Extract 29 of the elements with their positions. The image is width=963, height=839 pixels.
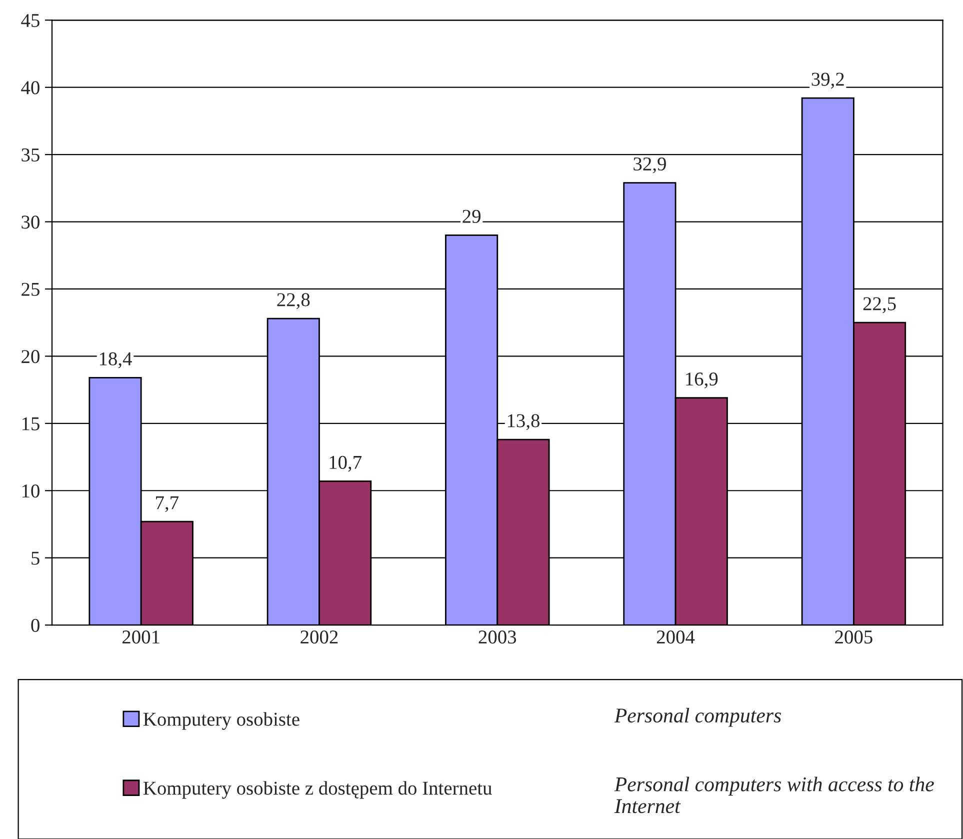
x-tick-label: 2001 — [122, 630, 160, 644]
x-tick-label: 2003 — [478, 630, 516, 644]
data-label: 18,4 — [100, 352, 132, 368]
y-tick-label: 25 — [22, 282, 40, 296]
data-label: 10,7 — [330, 456, 362, 472]
data-label: 32,9 — [634, 157, 666, 174]
y-tick-label: 15 — [22, 417, 40, 430]
text: Personal computers with access to the Internet — [614, 776, 934, 814]
data-label: 13,8 — [508, 414, 540, 430]
data-label: 29 — [462, 210, 480, 223]
x-tick-label: 2005 — [835, 630, 872, 644]
data-label: 39,2 — [812, 72, 844, 89]
y-tick-label: 35 — [22, 148, 40, 162]
y-tick-label: 20 — [22, 350, 40, 364]
y-tick-label: 45 — [21, 14, 40, 28]
x-tick-label: 2004 — [656, 630, 695, 644]
data-label: 7,7 — [156, 496, 179, 512]
y-tick-label: 5 — [32, 552, 40, 565]
legend-label: Komputery osobiste z dostępem do Internetu — [143, 781, 492, 799]
legend-label: Komputery osobiste — [143, 712, 300, 730]
data-label: 16,9 — [686, 372, 718, 388]
y-tick-label: 10 — [22, 484, 40, 498]
text: Personal computers — [614, 708, 781, 727]
y-tick-label: 30 — [22, 216, 40, 229]
y-tick-label: 0 — [31, 618, 40, 632]
data-label: 22,5 — [863, 297, 896, 314]
x-tick-label: 2002 — [300, 630, 338, 644]
y-tick-label: 40 — [21, 81, 40, 94]
data-label: 22,8 — [277, 293, 310, 310]
